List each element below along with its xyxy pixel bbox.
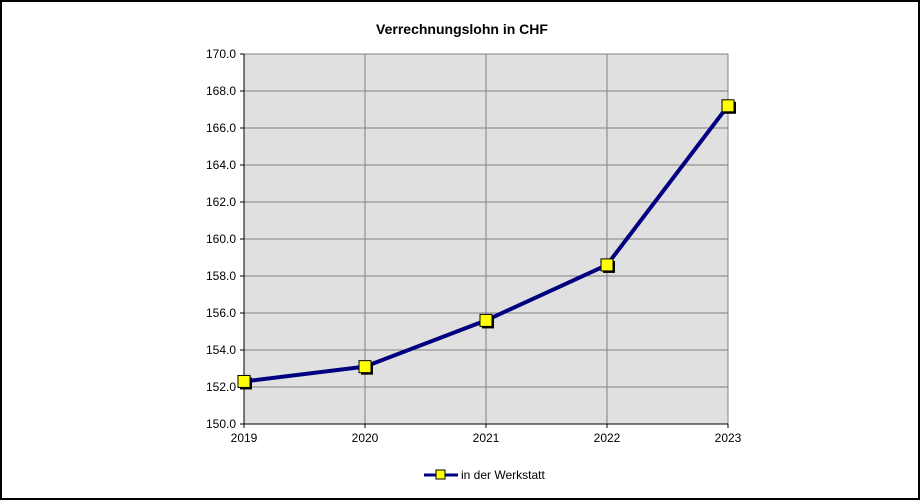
y-tick-label: 150.0 bbox=[206, 417, 236, 431]
chart-title: Verrechnungslohn in CHF bbox=[376, 21, 548, 37]
data-point-marker bbox=[358, 360, 372, 374]
y-axis-tick-labels: 150.0 152.0 154.0 156.0 158.0 160.0 162.0 164.0… bbox=[206, 47, 236, 431]
series-layer bbox=[237, 99, 736, 390]
x-tick-label: 2022 bbox=[594, 431, 621, 445]
x-tick-label: 2021 bbox=[473, 431, 500, 445]
data-point-marker bbox=[479, 313, 493, 327]
legend-marker-swatch bbox=[435, 469, 446, 480]
legend-label: in der Werkstatt bbox=[461, 468, 545, 482]
y-tick-label: 158.0 bbox=[206, 269, 236, 283]
axes bbox=[240, 53, 729, 428]
data-point-marker bbox=[237, 374, 251, 388]
data-point-marker bbox=[721, 99, 735, 113]
y-tick-label: 154.0 bbox=[206, 343, 236, 357]
y-tick-label: 160.0 bbox=[206, 232, 236, 246]
x-axis-tick-labels: 2019 2020 2021 2022 2023 bbox=[231, 431, 742, 445]
y-tick-label: 168.0 bbox=[206, 84, 236, 98]
y-tick-label: 156.0 bbox=[206, 306, 236, 320]
y-tick-label: 152.0 bbox=[206, 380, 236, 394]
x-tick-label: 2019 bbox=[231, 431, 258, 445]
y-tick-label: 164.0 bbox=[206, 158, 236, 172]
y-tick-label: 170.0 bbox=[206, 47, 236, 61]
data-point-marker bbox=[600, 258, 614, 272]
x-tick-label: 2023 bbox=[715, 431, 742, 445]
x-tick-label: 2020 bbox=[352, 431, 379, 445]
y-tick-label: 162.0 bbox=[206, 195, 236, 209]
legend: in der Werkstatt bbox=[424, 468, 545, 482]
y-tick-label: 166.0 bbox=[206, 121, 236, 135]
